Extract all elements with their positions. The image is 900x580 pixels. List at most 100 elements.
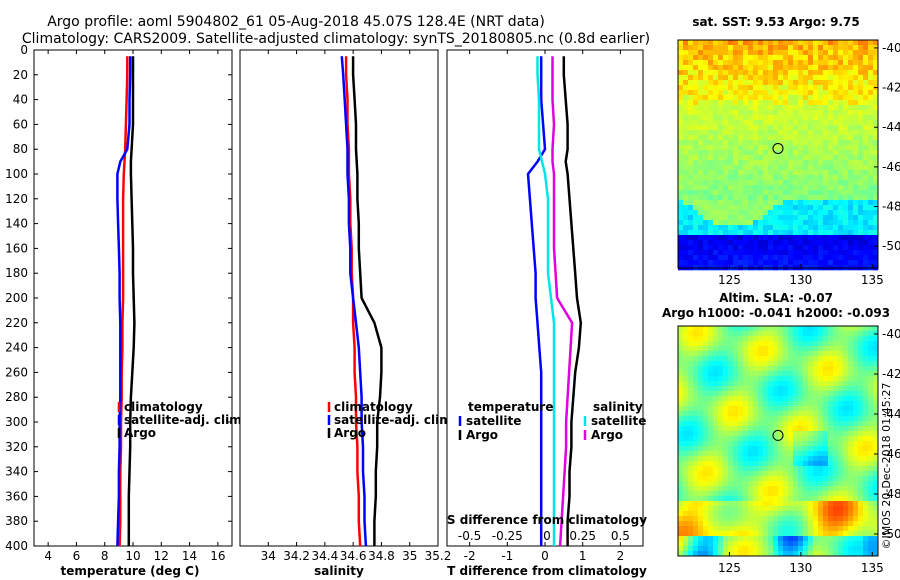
map-cell xyxy=(858,491,864,497)
x-tick-label: 34.8 xyxy=(368,549,395,563)
map-cell xyxy=(833,205,839,211)
map-cell xyxy=(823,496,829,502)
map-cell xyxy=(768,501,774,507)
map-cell xyxy=(823,326,829,332)
map-cell xyxy=(783,511,789,517)
map-cell xyxy=(703,145,709,151)
map-cell xyxy=(853,521,859,527)
map-cell xyxy=(773,376,779,382)
map-cell xyxy=(838,376,844,382)
map-cell xyxy=(838,140,844,146)
map-cell xyxy=(708,481,714,487)
map-cell xyxy=(818,386,824,392)
map-cell xyxy=(773,546,779,552)
depth-tick-label: 320 xyxy=(5,440,28,454)
map-cell xyxy=(778,401,784,407)
map-cell xyxy=(858,371,864,377)
map-cell xyxy=(758,105,764,111)
map-cell xyxy=(783,255,789,261)
map-cell xyxy=(778,431,784,437)
map-cell xyxy=(783,150,789,156)
map-cell xyxy=(803,110,809,116)
map-cell xyxy=(798,145,804,151)
map-cell xyxy=(853,165,859,171)
map-cell xyxy=(803,471,809,477)
map-cell xyxy=(723,476,729,482)
map-cell xyxy=(808,331,814,337)
map-cell xyxy=(753,245,759,251)
map-cell xyxy=(683,195,689,201)
map-cell xyxy=(848,531,854,537)
map-cell xyxy=(803,180,809,186)
map-cell xyxy=(723,441,729,447)
map-cell xyxy=(763,165,769,171)
map-cell xyxy=(798,165,804,171)
map-cell xyxy=(803,210,809,216)
map-cell xyxy=(743,120,749,126)
map-cell xyxy=(848,250,854,256)
map-cell xyxy=(713,205,719,211)
map-cell xyxy=(703,421,709,427)
map-cell xyxy=(753,150,759,156)
map-cell xyxy=(863,386,869,392)
map-cell xyxy=(798,130,804,136)
map-cell xyxy=(718,546,724,552)
map-cell xyxy=(843,546,849,552)
map-cell xyxy=(808,481,814,487)
map-cell xyxy=(808,105,814,111)
map-cell xyxy=(868,235,874,241)
map-cell xyxy=(828,235,834,241)
map-cell xyxy=(858,426,864,432)
map-cell xyxy=(778,200,784,206)
map-cell xyxy=(753,386,759,392)
map-cell xyxy=(828,406,834,412)
map-cell xyxy=(738,105,744,111)
map-cell xyxy=(738,240,744,246)
map-cell xyxy=(868,541,874,547)
salinity-xlabel: salinity xyxy=(314,564,364,578)
map-cell xyxy=(853,150,859,156)
map-cell xyxy=(723,516,729,522)
map-cell xyxy=(823,411,829,417)
map-cell xyxy=(843,205,849,211)
map-cell xyxy=(793,55,799,61)
map-cell xyxy=(708,100,714,106)
map-cell xyxy=(733,50,739,56)
map-cell xyxy=(793,60,799,66)
map-cell xyxy=(753,215,759,221)
map-cell xyxy=(678,115,684,121)
map-cell xyxy=(693,155,699,161)
map-cell xyxy=(778,80,784,86)
map-cell xyxy=(808,235,814,241)
map-cell xyxy=(693,245,699,251)
map-cell xyxy=(828,446,834,452)
map-y-tick-label: -44 xyxy=(882,407,900,421)
map-cell xyxy=(763,346,769,352)
map-cell xyxy=(773,125,779,131)
map-cell xyxy=(873,546,879,552)
map-cell xyxy=(868,431,874,437)
map-cell xyxy=(833,165,839,171)
map-cell xyxy=(688,50,694,56)
map-cell xyxy=(868,361,874,367)
map-cell xyxy=(713,426,719,432)
map-cell xyxy=(798,250,804,256)
map-cell xyxy=(873,431,879,437)
map-cell xyxy=(843,250,849,256)
map-cell xyxy=(683,441,689,447)
map-cell xyxy=(803,60,809,66)
map-cell xyxy=(688,95,694,101)
map-cell xyxy=(703,100,709,106)
map-cell xyxy=(713,70,719,76)
map-cell xyxy=(823,165,829,171)
map-cell xyxy=(858,250,864,256)
map-cell xyxy=(713,240,719,246)
map-cell xyxy=(728,436,734,442)
map-cell xyxy=(713,406,719,412)
map-cell xyxy=(718,40,724,46)
map-cell xyxy=(743,55,749,61)
map-cell xyxy=(828,451,834,457)
map-cell xyxy=(858,341,864,347)
legend-label: climatology xyxy=(334,400,413,414)
map-cell xyxy=(713,185,719,191)
